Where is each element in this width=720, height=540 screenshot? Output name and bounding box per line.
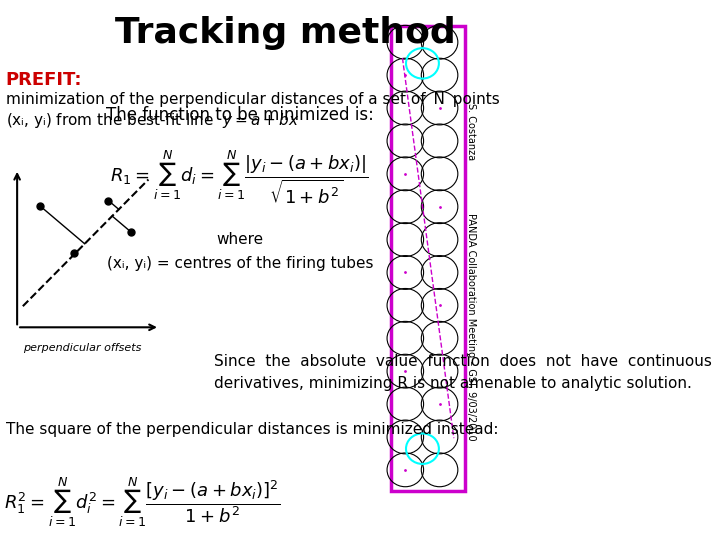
Text: perpendicular offsets: perpendicular offsets [23,343,141,353]
Text: (xᵢ, yᵢ) = centres of the firing tubes: (xᵢ, yᵢ) = centres of the firing tubes [107,256,373,271]
Text: The square of the perpendicular distances is minimized instead:: The square of the perpendicular distance… [6,422,498,437]
Text: $R_1^2 = \sum_{i=1}^{N} d_i^2 = \sum_{i=1}^{N} \dfrac{[y_i - (a + bx_i)]^2}{1+b^: $R_1^2 = \sum_{i=1}^{N} d_i^2 = \sum_{i=… [4,475,281,529]
Text: PANDA Collaboration Meeting – GSI, 9/03/2010: PANDA Collaboration Meeting – GSI, 9/03/… [466,213,476,441]
Text: $R_1 = \sum_{i=1}^{N} d_i = \sum_{i=1}^{N} \dfrac{|y_i - (a + bx_i)|}{\sqrt{1+b^: $R_1 = \sum_{i=1}^{N} d_i = \sum_{i=1}^{… [110,148,369,206]
FancyBboxPatch shape [391,26,465,491]
Text: S. Costanza: S. Costanza [466,104,476,160]
Text: The function to be minimized is:: The function to be minimized is: [106,106,374,124]
Text: (xᵢ, yᵢ) from the best-fit line  $y = a + bx$: (xᵢ, yᵢ) from the best-fit line $y = a +… [6,111,299,130]
Text: where: where [216,232,264,247]
Text: Tracking method: Tracking method [115,16,456,50]
Text: minimization of the perpendicular distances of a set of  N  points: minimization of the perpendicular distan… [6,92,500,107]
Text: Since  the  absolute  value  function  does  not  have  continuous
derivatives, : Since the absolute value function does n… [214,354,712,391]
Text: PREFIT:: PREFIT: [6,71,82,89]
